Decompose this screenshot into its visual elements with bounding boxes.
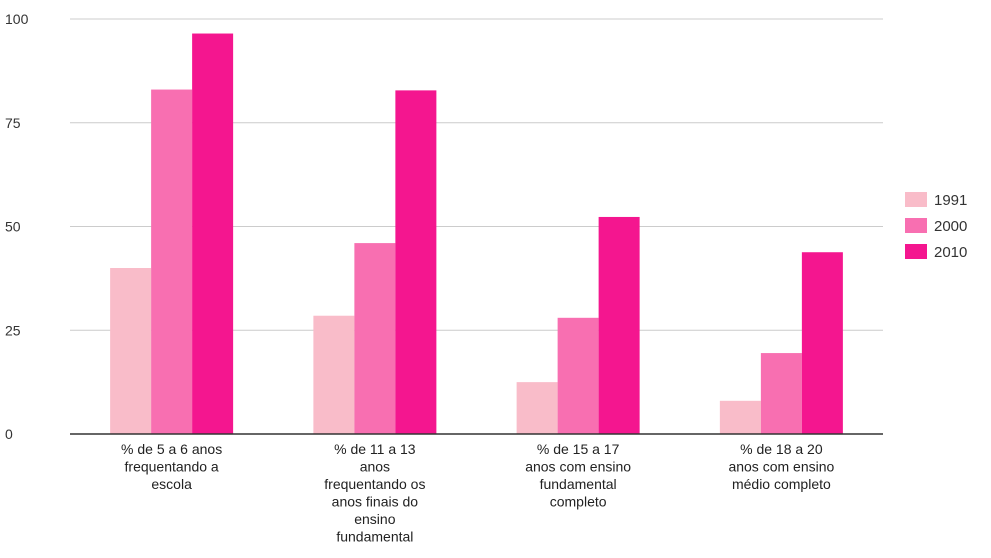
bars: [110, 33, 843, 435]
y-tick-label: 0: [5, 426, 13, 442]
bar-2010-2: [598, 216, 640, 434]
category-label-3: % de 18 a 20 anos com ensino médio complet…: [728, 441, 834, 492]
y-tick-label: 100: [5, 11, 29, 27]
bar-1991-3: [719, 400, 761, 434]
category-label-line: % de 5 a 6 anos: [121, 441, 222, 457]
y-axis-ticks: 0 25 50 75 100: [5, 11, 29, 442]
bar-1991-0: [110, 268, 152, 434]
bar-2010-3: [801, 252, 843, 434]
bar-1991-1: [313, 315, 355, 434]
legend-swatch-2010: [905, 244, 927, 259]
category-label-line: escola: [151, 476, 192, 492]
category-label-line: anos: [360, 459, 390, 475]
category-label-line: ensino: [354, 511, 395, 527]
legend-swatch-2000: [905, 218, 927, 233]
category-label-line: % de 15 a 17: [537, 441, 620, 457]
bar-2010-1: [395, 90, 437, 434]
category-label-1: % de 11 a 13 anos frequentando os anos fina…: [324, 441, 425, 545]
legend-label-1991: 1991: [934, 192, 967, 209]
y-tick-label: 25: [5, 322, 21, 338]
bar-1991-2: [516, 382, 558, 434]
category-label-2: % de 15 a 17 anos com ensino fundamental co…: [525, 441, 631, 510]
category-label-line: % de 18 a 20: [740, 441, 823, 457]
legend-label-2010: 2010: [934, 244, 967, 261]
category-label-line: frequentando os: [324, 476, 425, 492]
bar-2000-0: [151, 89, 193, 435]
category-label-line: anos finais do: [332, 494, 419, 510]
category-label-line: fundamental: [336, 529, 413, 545]
y-tick-label: 75: [5, 115, 21, 131]
category-label-0: % de 5 a 6 anos frequentando a escola: [121, 441, 222, 492]
legend-label-2000: 2000: [934, 218, 967, 235]
category-label-line: frequentando a: [125, 459, 219, 475]
legend-swatch-1991: [905, 192, 927, 207]
category-label-line: fundamental: [540, 476, 617, 492]
category-label-line: médio completo: [732, 476, 831, 492]
category-label-line: completo: [550, 494, 607, 510]
category-label-line: % de 11 a 13: [334, 441, 416, 457]
category-labels: % de 5 a 6 anos frequentando a escola% de …: [121, 441, 834, 545]
legend: 1991 2000 2010: [905, 192, 967, 261]
bar-2010-0: [192, 33, 234, 435]
category-label-line: anos com ensino: [728, 459, 834, 475]
bar-2000-1: [354, 243, 396, 434]
bar-2000-2: [557, 317, 599, 434]
bar-2000-3: [760, 353, 802, 434]
category-label-line: anos com ensino: [525, 459, 631, 475]
y-tick-label: 50: [5, 219, 21, 235]
